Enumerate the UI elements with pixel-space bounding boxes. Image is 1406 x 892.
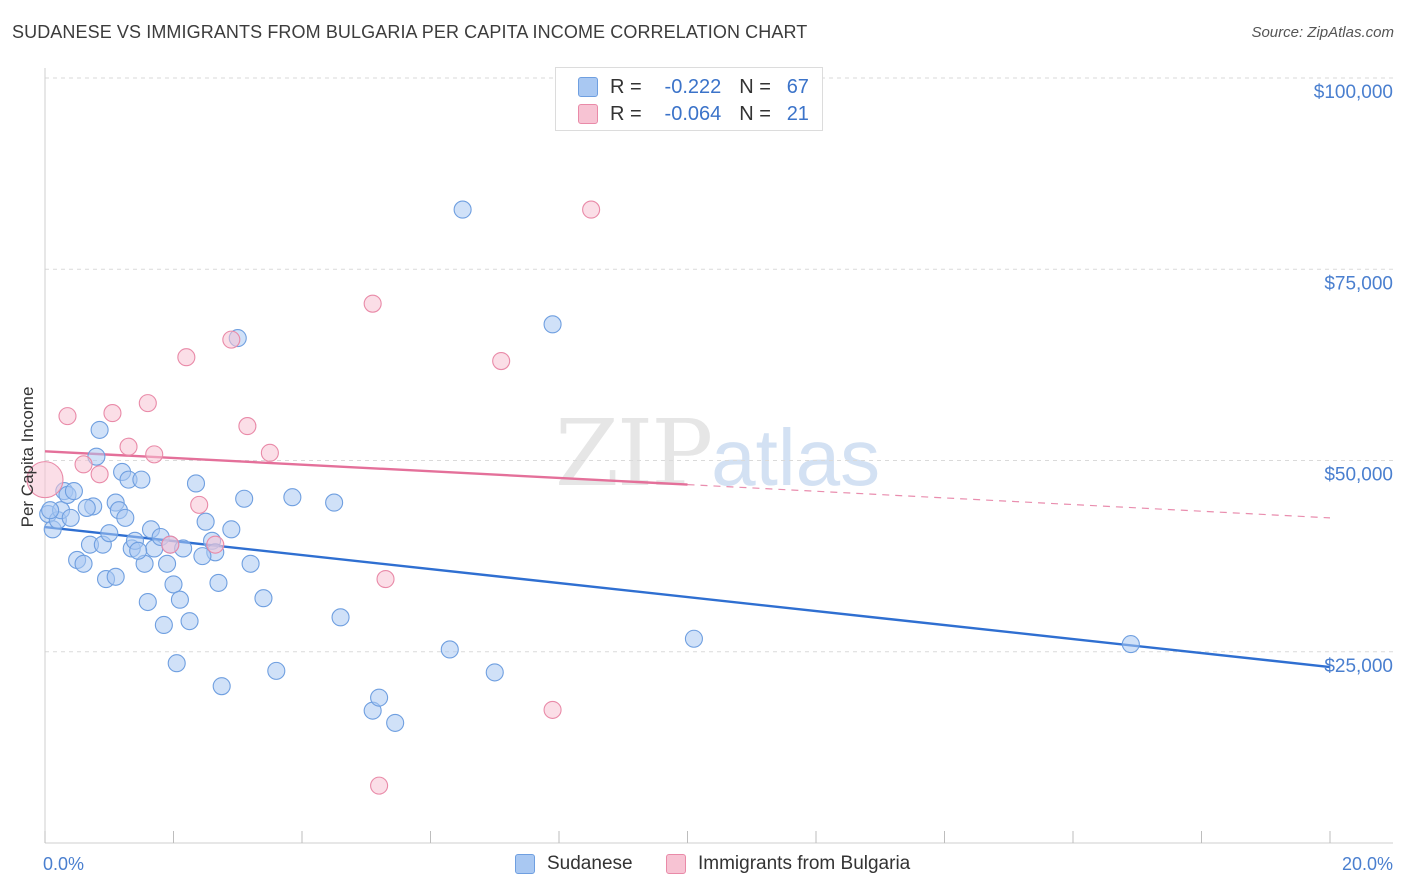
y-tick-label: $25,000 bbox=[1324, 656, 1393, 677]
point-sudanese bbox=[325, 493, 344, 512]
point-bulgaria bbox=[238, 417, 257, 436]
legend-n-label: N = bbox=[739, 75, 771, 98]
point-bulgaria bbox=[119, 437, 138, 456]
point-sudanese bbox=[41, 501, 60, 520]
legend-swatch-pink bbox=[578, 104, 598, 124]
point-sudanese bbox=[74, 554, 93, 573]
point-bulgaria bbox=[58, 407, 77, 426]
y-tick-label: $75,000 bbox=[1324, 273, 1393, 294]
point-bulgaria bbox=[492, 351, 511, 371]
point-bulgaria bbox=[376, 570, 395, 589]
point-sudanese bbox=[170, 590, 189, 609]
watermark-atlas: atlas bbox=[711, 413, 881, 502]
chart-title: SUDANESE VS IMMIGRANTS FROM BULGARIA PER… bbox=[12, 22, 808, 42]
point-sudanese bbox=[1121, 635, 1140, 654]
point-sudanese bbox=[254, 589, 273, 608]
point-sudanese bbox=[100, 524, 119, 543]
trend-line-solid bbox=[44, 525, 1331, 669]
point-bulgaria bbox=[363, 294, 382, 313]
point-sudanese bbox=[180, 612, 199, 631]
point-sudanese bbox=[222, 520, 241, 539]
legend-row-sudanese: R = -0.222 N = 67 bbox=[578, 74, 809, 100]
point-bulgaria bbox=[177, 348, 196, 367]
legend-r-value: -0.222 bbox=[664, 75, 722, 98]
point-sudanese bbox=[235, 489, 254, 508]
point-sudanese bbox=[386, 713, 405, 732]
point-bulgaria bbox=[206, 535, 225, 554]
y-tick-label: $50,000 bbox=[1324, 465, 1393, 486]
point-bulgaria bbox=[222, 330, 241, 349]
point-sudanese bbox=[440, 640, 459, 659]
point-sudanese bbox=[138, 592, 157, 612]
point-sudanese bbox=[370, 688, 389, 707]
axes bbox=[44, 68, 1393, 844]
legend-swatch-blue bbox=[578, 77, 598, 97]
point-sudanese bbox=[132, 470, 151, 489]
legend-r-label: R = bbox=[610, 75, 642, 98]
point-bulgaria bbox=[582, 200, 601, 219]
point-sudanese bbox=[61, 508, 80, 527]
y-tick-label: $100,000 bbox=[1314, 82, 1393, 103]
point-sudanese bbox=[543, 315, 562, 334]
point-bulgaria bbox=[161, 535, 180, 554]
point-bulgaria bbox=[543, 700, 562, 719]
bottom-legend-swatch-blue bbox=[515, 854, 535, 874]
legend-row-bulgaria: R = -0.064 N = 21 bbox=[578, 101, 809, 127]
point-sudanese bbox=[193, 547, 212, 566]
bottom-legend-sudanese: Sudanese bbox=[515, 851, 633, 877]
point-sudanese bbox=[90, 420, 109, 439]
point-sudanese bbox=[106, 567, 125, 586]
x-tick-label: 0.0% bbox=[43, 854, 84, 874]
point-bulgaria bbox=[103, 404, 122, 423]
point-sudanese bbox=[453, 200, 472, 219]
point-sudanese bbox=[186, 474, 206, 493]
point-sudanese bbox=[77, 498, 96, 517]
legend-n-label: N = bbox=[739, 102, 771, 125]
point-sudanese bbox=[164, 575, 183, 594]
bottom-legend-label-sudanese: Sudanese bbox=[547, 853, 633, 874]
point-sudanese bbox=[64, 482, 83, 501]
point-bulgaria bbox=[138, 394, 157, 413]
correlation-legend: R = -0.222 N = 67 R = -0.064 N = 21 bbox=[555, 67, 823, 131]
watermark: ZIPatlas bbox=[555, 400, 880, 507]
point-sudanese bbox=[116, 508, 135, 527]
point-bulgaria bbox=[190, 495, 209, 514]
point-bulgaria bbox=[26, 461, 64, 499]
data-points bbox=[26, 200, 1140, 795]
point-sudanese bbox=[158, 554, 177, 573]
point-sudanese bbox=[684, 629, 703, 648]
trend-line-dashed bbox=[687, 483, 1331, 519]
point-sudanese bbox=[167, 654, 186, 673]
legend-n-value: 67 bbox=[786, 75, 809, 98]
point-bulgaria bbox=[370, 776, 389, 795]
y-axis-title: Per Capita Income bbox=[18, 387, 37, 528]
legend-r-value: -0.064 bbox=[664, 102, 722, 125]
bottom-legend-bulgaria: Immigrants from Bulgaria bbox=[666, 851, 910, 877]
bottom-legend-label-bulgaria: Immigrants from Bulgaria bbox=[698, 853, 911, 874]
point-sudanese bbox=[241, 554, 260, 573]
point-bulgaria bbox=[145, 445, 164, 464]
watermark-zip: ZIP bbox=[555, 400, 713, 507]
point-sudanese bbox=[209, 573, 228, 592]
x-tick-label: 20.0% bbox=[1342, 854, 1393, 874]
legend-r-label: R = bbox=[610, 102, 642, 125]
legend-n-value: 21 bbox=[786, 102, 809, 125]
point-sudanese bbox=[283, 488, 302, 507]
point-sudanese bbox=[212, 677, 231, 696]
point-sudanese bbox=[485, 663, 504, 682]
point-sudanese bbox=[331, 608, 350, 627]
point-bulgaria bbox=[90, 465, 109, 484]
source-label: Source: ZipAtlas.com bbox=[1251, 24, 1394, 41]
point-bulgaria bbox=[260, 443, 279, 462]
point-bulgaria bbox=[74, 455, 93, 474]
bottom-legend-swatch-pink bbox=[666, 854, 686, 874]
point-sudanese bbox=[129, 541, 148, 560]
point-sudanese bbox=[154, 615, 173, 635]
point-sudanese bbox=[267, 661, 286, 680]
point-sudanese bbox=[196, 512, 215, 531]
axis-labels: $25,000 $50,000 $75,000 $100,000 0.0% 20.0% Pe… bbox=[18, 82, 1393, 874]
